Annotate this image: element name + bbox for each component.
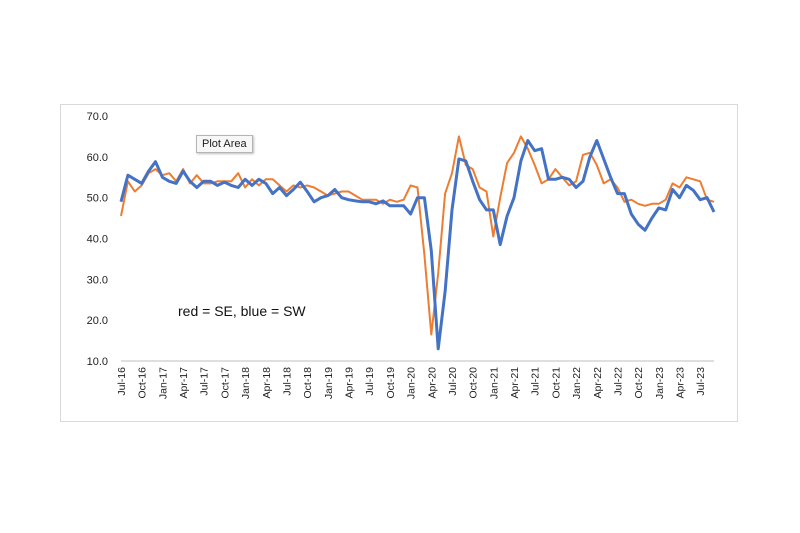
x-tick-label: Jul-19	[364, 367, 376, 396]
y-axis: 10.0 20.0 30.0 40.0 50.0 60.0 70.0	[87, 111, 108, 368]
x-tick-label: Jul-16	[116, 367, 128, 396]
x-tick-label: Oct-22	[633, 367, 645, 399]
y-tick-label: 10.0	[87, 356, 108, 368]
x-tick-label: Jan-20	[406, 367, 418, 399]
x-tick-label: Jan-17	[157, 367, 169, 399]
plot-area-tooltip: Plot Area	[196, 135, 253, 153]
x-tick-label: Jul-17	[199, 367, 211, 396]
x-tick-label: Jan-22	[571, 367, 583, 399]
y-tick-label: 60.0	[87, 152, 108, 164]
x-tick-label: Apr-22	[592, 367, 604, 399]
x-tick-label: Jan-19	[323, 367, 335, 399]
chart-area[interactable]	[60, 104, 738, 422]
x-tick-label: Jan-21	[488, 367, 500, 399]
y-tick-label: 20.0	[87, 315, 108, 327]
y-tick-label: 40.0	[87, 234, 108, 246]
x-tick-label: Apr-21	[509, 367, 521, 399]
x-tick-label: Jul-18	[281, 367, 293, 396]
x-axis: Jul-16 Oct-16 Jan-17 Apr-17 Jul-17 Oct-17 Jan-…	[116, 360, 714, 399]
x-tick-label: Oct-18	[302, 367, 314, 399]
series-line-blue	[119, 139, 716, 351]
x-tick-label: Oct-19	[385, 367, 397, 399]
x-tick-label: Oct-20	[468, 367, 480, 399]
x-tick-label: Oct-16	[137, 367, 149, 399]
y-tick-label: 70.0	[87, 111, 108, 123]
x-tick-label: Jan-18	[240, 367, 252, 399]
y-tick-label: 50.0	[87, 193, 108, 205]
series-layer	[119, 135, 716, 351]
x-tick-label: Apr-23	[675, 367, 687, 399]
series-annotation: red = SE, blue = SW	[178, 303, 306, 319]
y-tick-label: 30.0	[87, 274, 108, 286]
x-tick-label: Jul-21	[530, 367, 542, 396]
x-tick-label: Apr-17	[178, 367, 190, 399]
x-tick-label: Apr-19	[344, 367, 356, 399]
x-tick-label: Jul-22	[612, 367, 624, 396]
x-tick-label: Jul-20	[447, 367, 459, 396]
x-tick-label: Apr-20	[426, 367, 438, 399]
x-tick-label: Jan-23	[654, 367, 666, 399]
x-tick-label: Oct-21	[550, 367, 562, 399]
x-tick-label: Jul-23	[695, 367, 707, 396]
x-tick-label: Oct-17	[219, 367, 231, 399]
x-tick-label: Apr-18	[261, 367, 273, 399]
